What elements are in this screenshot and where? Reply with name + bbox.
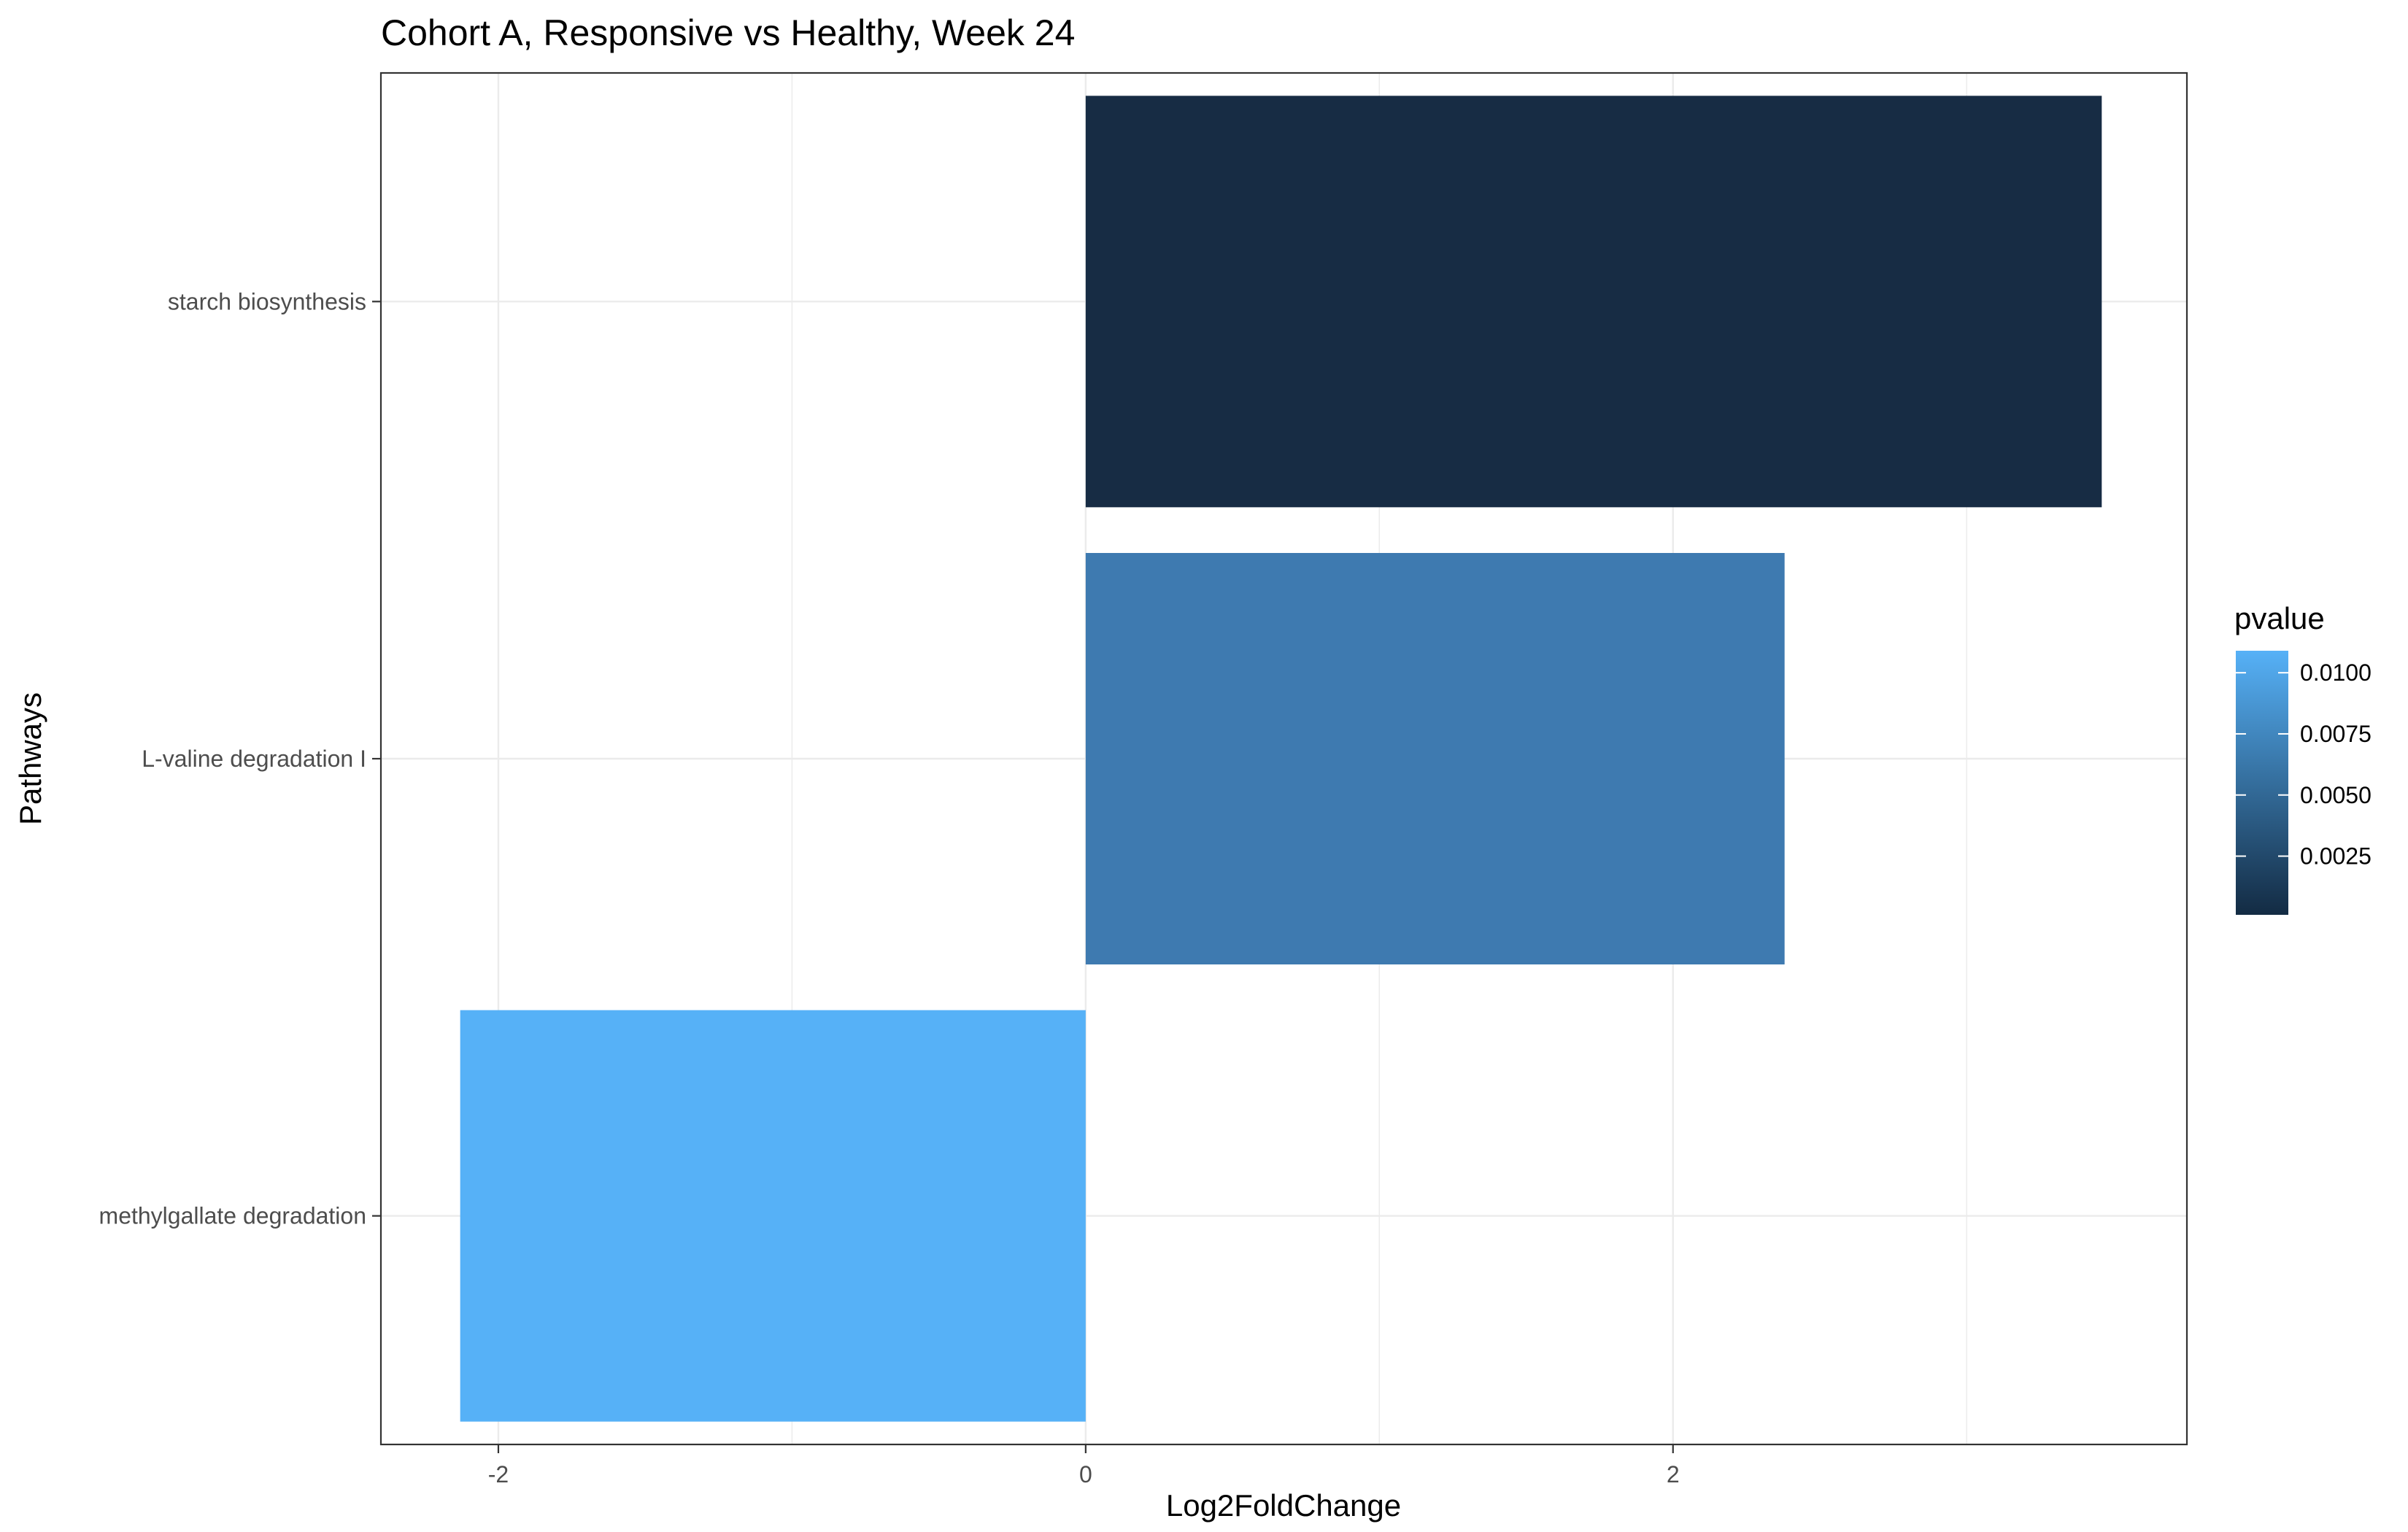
x-axis-title: Log2FoldChange bbox=[1166, 1488, 1401, 1523]
x-tick-label: 0 bbox=[1079, 1461, 1092, 1487]
y-tick-label: starch biosynthesis bbox=[168, 288, 366, 314]
bar bbox=[460, 1010, 1086, 1422]
legend-tick-label: 0.0025 bbox=[2300, 843, 2372, 870]
legend-tick-label: 0.0100 bbox=[2300, 659, 2372, 686]
bar bbox=[1085, 553, 1785, 964]
legend-tick-label: 0.0075 bbox=[2300, 721, 2372, 747]
y-axis: starch biosynthesis L-valine degradation … bbox=[99, 288, 381, 1229]
chart-title: Cohort A, Responsive vs Healthy, Week 24 bbox=[381, 12, 1075, 53]
y-tick-label: L-valine degradation I bbox=[142, 746, 366, 772]
legend-colorbar bbox=[2236, 651, 2288, 915]
y-tick-label: methylgallate degradation bbox=[99, 1203, 366, 1229]
legend-title: pvalue bbox=[2234, 601, 2325, 635]
x-tick-label: 2 bbox=[1667, 1461, 1680, 1487]
bars bbox=[460, 96, 2102, 1422]
x-axis: -2 0 2 bbox=[488, 1444, 1680, 1487]
legend-tick-label: 0.0050 bbox=[2300, 782, 2372, 808]
x-tick-label: -2 bbox=[488, 1461, 509, 1487]
y-axis-title: Pathways bbox=[13, 692, 47, 825]
legend: pvalue 0.0025 0.0050 0.0075 0.0100 bbox=[2234, 601, 2372, 915]
bar bbox=[1085, 96, 2102, 508]
